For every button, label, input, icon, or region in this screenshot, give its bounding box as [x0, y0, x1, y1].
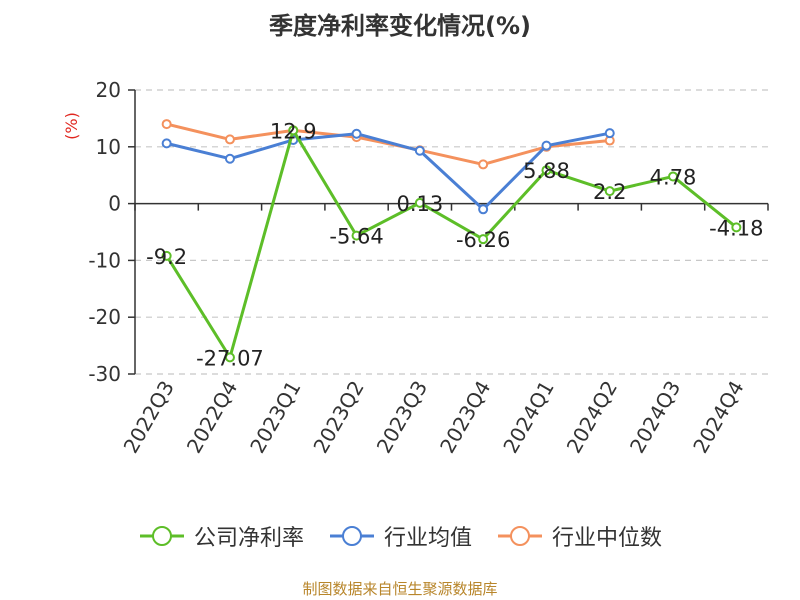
data-point	[478, 234, 489, 245]
legend-swatch-icon	[139, 526, 184, 546]
legend: 公司净利率 行业均值 行业中位数	[0, 520, 800, 552]
data-point	[224, 134, 235, 145]
data-point	[414, 197, 425, 208]
legend-item[interactable]: 行业均值	[328, 520, 472, 552]
x-tick-label: 2024Q3	[625, 377, 685, 458]
x-tick-label: 2023Q1	[245, 377, 305, 458]
data-label: 0.13	[396, 192, 443, 216]
x-tick-label: 2024Q2	[562, 377, 622, 458]
series-layer	[161, 119, 742, 363]
data-point	[541, 165, 552, 176]
y-axis-label: (%)	[62, 112, 81, 140]
data-point	[731, 222, 742, 233]
data-label: 4.78	[650, 165, 697, 189]
data-point	[668, 171, 679, 182]
x-tick-label: 2024Q4	[688, 377, 748, 458]
legend-label: 公司净利率	[193, 526, 304, 551]
legend-item[interactable]: 行业中位数	[496, 520, 662, 552]
series-line-1	[166, 131, 611, 211]
data-label: 2.2	[593, 180, 626, 204]
data-point	[414, 145, 425, 156]
x-tick-label: 2023Q4	[435, 377, 495, 458]
x-tick-label: 2023Q3	[372, 377, 432, 458]
data-label: -5.64	[329, 225, 383, 249]
data-point	[478, 159, 489, 170]
data-point	[224, 352, 235, 363]
data-point	[161, 138, 172, 149]
data-point	[541, 140, 552, 151]
y-tick-label: 0	[108, 192, 121, 216]
data-label: -4.18	[709, 216, 763, 240]
data-label: -6.26	[456, 228, 510, 252]
data-point	[288, 125, 299, 136]
grid-layer	[135, 89, 768, 375]
legend-label: 行业均值	[383, 526, 472, 551]
data-point	[161, 250, 172, 261]
data-point	[604, 186, 615, 197]
y-tick-label: -30	[88, 362, 121, 386]
legend-item[interactable]: 公司净利率	[138, 520, 304, 552]
x-tick-label: 2022Q3	[119, 377, 179, 458]
data-label: -9.2	[146, 245, 187, 269]
series-line-0	[165, 128, 738, 359]
y-tick-label: 10	[96, 135, 121, 159]
chart-title: 季度净利率变化情况(%)	[269, 12, 531, 40]
label-layer: -9.2 -27.07 12.9 -5.64 0.13 -6.26 5.88 2.2 4.78 -…	[146, 119, 763, 370]
x-tick-label: 2024Q1	[498, 377, 558, 458]
y-tick-label: -10	[88, 248, 121, 272]
x-tick-label: 2023Q2	[308, 377, 368, 458]
legend-swatch-icon	[498, 526, 542, 546]
data-point	[351, 128, 362, 139]
y-tick-label: 20	[96, 78, 121, 102]
data-point	[224, 153, 235, 164]
source-note: 制图数据来自恒生聚源数据库	[302, 580, 498, 598]
data-point	[161, 119, 172, 130]
data-point	[604, 128, 615, 139]
data-label: 5.88	[523, 159, 570, 183]
data-label: -27.07	[196, 346, 264, 370]
data-point	[478, 204, 489, 215]
data-point	[351, 230, 362, 241]
legend-swatch-icon	[329, 526, 374, 546]
y-tick-label: -20	[88, 305, 121, 329]
legend-label: 行业中位数	[552, 526, 663, 551]
x-tick-label: 2022Q4	[182, 377, 242, 458]
data-label: 12.9	[270, 119, 317, 143]
